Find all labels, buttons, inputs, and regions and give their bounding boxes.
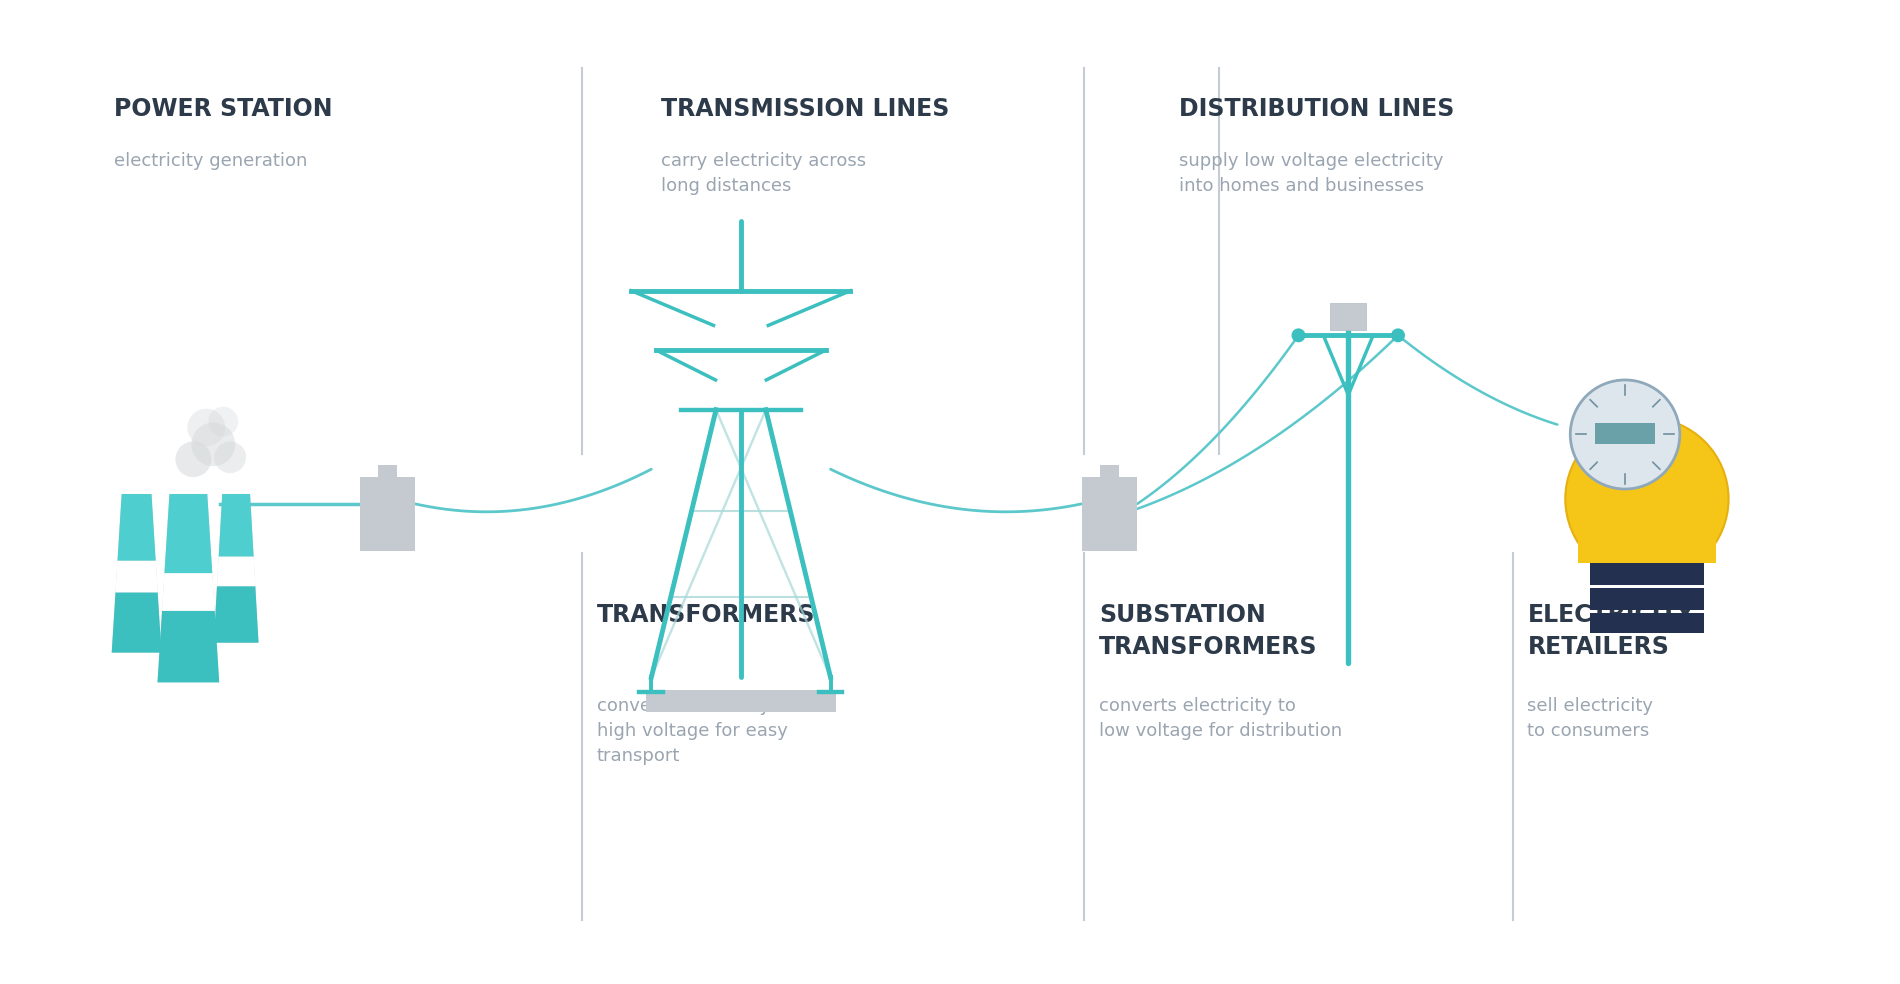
Polygon shape (158, 494, 219, 682)
Polygon shape (217, 556, 255, 586)
Text: converts electricity to
high voltage for easy
transport: converts electricity to high voltage for… (597, 698, 794, 766)
FancyBboxPatch shape (1590, 613, 1704, 633)
Text: ELECTRICITY
RETAILERS: ELECTRICITY RETAILERS (1528, 603, 1695, 658)
Circle shape (192, 422, 236, 466)
Circle shape (1292, 329, 1305, 342)
FancyBboxPatch shape (1590, 564, 1704, 585)
Text: TRANSFORMERS: TRANSFORMERS (597, 603, 815, 627)
Polygon shape (165, 494, 213, 573)
Circle shape (1566, 417, 1729, 581)
Text: POWER STATION: POWER STATION (114, 97, 332, 121)
Text: supply low voltage electricity
into homes and businesses: supply low voltage electricity into home… (1180, 152, 1444, 195)
Polygon shape (158, 611, 219, 682)
Polygon shape (112, 494, 162, 652)
Circle shape (209, 406, 238, 437)
Polygon shape (1577, 499, 1716, 564)
Polygon shape (162, 573, 215, 611)
Polygon shape (218, 494, 253, 556)
Text: sell electricity
to consumers: sell electricity to consumers (1528, 698, 1653, 740)
Text: DISTRIBUTION LINES: DISTRIBUTION LINES (1180, 97, 1454, 121)
Circle shape (188, 408, 226, 447)
Circle shape (215, 442, 247, 473)
Polygon shape (116, 561, 158, 592)
Text: converts electricity to
low voltage for distribution: converts electricity to low voltage for … (1100, 698, 1343, 740)
Circle shape (1391, 329, 1404, 342)
FancyBboxPatch shape (646, 691, 836, 712)
Circle shape (1569, 380, 1680, 489)
FancyBboxPatch shape (1590, 588, 1704, 610)
FancyBboxPatch shape (1330, 303, 1366, 331)
Text: TRANSMISSION LINES: TRANSMISSION LINES (661, 97, 950, 121)
Polygon shape (1081, 465, 1136, 551)
FancyBboxPatch shape (1596, 422, 1655, 445)
Text: electricity generation: electricity generation (114, 152, 308, 170)
Polygon shape (361, 465, 414, 551)
Polygon shape (213, 586, 258, 643)
Polygon shape (118, 494, 156, 561)
Polygon shape (213, 494, 258, 643)
Polygon shape (112, 592, 162, 652)
Text: carry electricity across
long distances: carry electricity across long distances (661, 152, 866, 195)
Circle shape (175, 442, 211, 477)
Text: SUBSTATION
TRANSFORMERS: SUBSTATION TRANSFORMERS (1100, 603, 1319, 658)
